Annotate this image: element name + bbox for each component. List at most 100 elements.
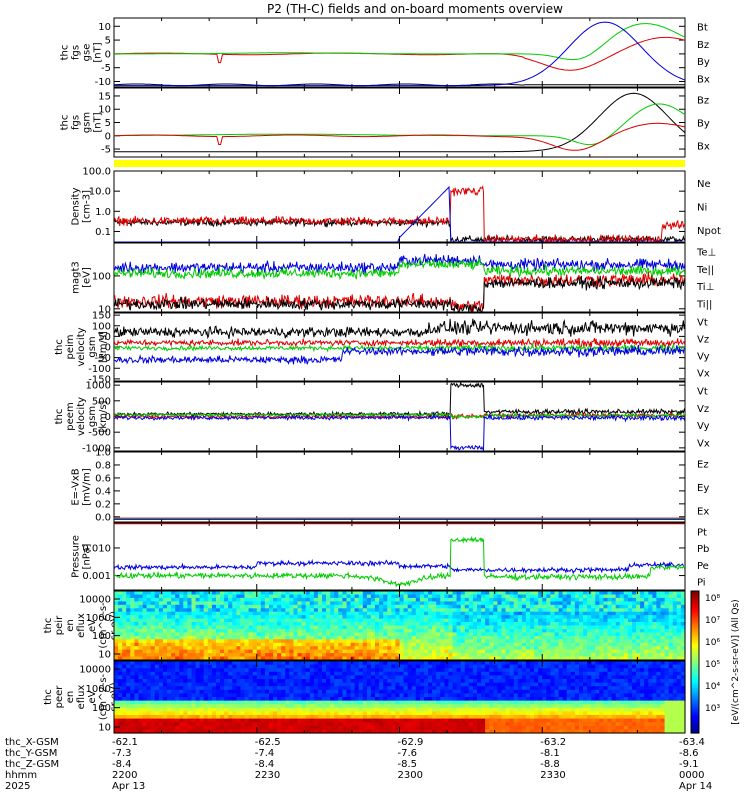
legend-entry: Pi [697,578,706,589]
series-line-black [114,83,685,87]
axis-value: 2330 [540,770,565,781]
ytick-label: -100 [88,364,111,375]
series-line-green [114,411,685,420]
colorbar-tick: 10⁵ [705,660,720,670]
legend-entry: Ey [697,483,709,494]
legend-entry: Ni [697,203,707,214]
ylabel-text: gsm [87,336,98,357]
ylabel-text: thc [54,409,65,425]
ytick-label: 150 [92,311,111,322]
axis-value: -8.5 [398,759,418,770]
ylabel-text: eV [87,619,98,632]
colorbar-tick: 10⁷ [705,616,720,626]
series-line-black [114,92,685,153]
panel-peim_velocity: thc peim velocity gsm [km/s] 150100500-50-100… [54,311,710,386]
status-bar [114,160,685,167]
ytick-label: 0.2 [95,499,111,510]
axis-value: -7.4 [255,748,275,759]
legend-entry: Vt [697,387,708,398]
axis-value: -8.6 [679,748,699,759]
axis-value: -8.4 [255,759,275,770]
series-line-green [114,258,685,281]
legend-entry: Ne [697,179,711,190]
series-line-blue [114,185,685,242]
ylabel-text: peim [65,334,76,359]
ytick-label: 10000 [79,595,111,606]
ylabel-text: [nT] [93,112,104,132]
ytick-label: 500 [92,396,111,407]
axis-value: -62.1 [112,737,138,748]
ytick-label: 100 [92,321,111,332]
axis-value: -62.5 [255,737,281,748]
ylabel-text: thc [43,689,54,705]
series-line-blue [114,558,685,575]
ytick-label: -500 [88,428,111,439]
ytick-label: 0 [105,343,111,354]
axis-value: 2300 [398,770,423,781]
ytick-label: 10000 [79,665,111,676]
series-line-red [114,271,685,312]
axis-row-label: thc_Y-GSM [5,748,57,759]
ytick-label: 0.010 [82,543,111,554]
axis-value: -8.8 [540,759,560,770]
legend-entry: Bz [697,96,709,107]
colorbar-tick: 10⁶ [705,638,720,648]
legend-entry: Bx [697,142,710,153]
ytick-label: 0.8 [95,460,111,471]
ytick-label: 0.1 [95,227,111,238]
axis-row-label: thc_Z-GSM [5,759,59,770]
ylabel-text: peem [65,402,76,430]
axis-value: Apr 13 [112,781,145,792]
axis-value: 2230 [255,770,280,781]
legend-entry: Pe [697,561,709,572]
ylabel-text: [km/s] [98,400,109,432]
ylabel-text: [cm-3] [82,190,93,223]
legend-entry: Bx [697,74,710,85]
legend-entry: Vz [697,335,709,346]
axis-value: -62.9 [398,737,424,748]
ytick-label: 15 [98,91,111,102]
ylabel-text: peir [54,615,65,635]
axis-value: -63.2 [540,737,566,748]
ytick-label: 5 [105,118,111,129]
ytick-label: 0.6 [95,473,111,484]
ylabel-text: magt3 [71,261,82,294]
ylabel-text: eflux [76,613,87,638]
ytick-label: 100 [92,703,111,714]
panel-fgs_gse: thc fgs gse [nT] 10 5 0 -5 -10 Bt Bz By Bx [60,17,710,88]
ylabel-text: gsm [87,406,98,427]
ytick-label: 50 [98,332,111,343]
ytick-label: 0 [105,49,111,60]
legend-entry: Te|| [696,265,714,276]
ylabel-text: (cm^2-s- [98,602,109,649]
colorbar-tick: 10⁸ [705,594,720,604]
legend-entry: By [697,119,710,130]
series-line-green [114,23,685,61]
legend-entry: Vy [697,352,710,363]
ytick-label: 0 [105,412,111,423]
ytick-label: -5 [101,63,111,74]
series-line-blue [114,412,685,451]
legend-entry: Vx [697,369,710,380]
colorbar-tick: 10³ [705,704,720,714]
ylabel-text: fgs [71,45,82,60]
ylabel-text: eflux [76,685,87,710]
legend-entry: By [697,57,710,68]
axis-row-label: thc_X-GSM [5,737,59,748]
legend-entry: Ti⊥ [696,282,714,293]
series-line-red [114,122,685,151]
axis-value: -7.3 [112,748,132,759]
axis-value: -7.6 [398,748,418,759]
ylabel-text: peer [54,685,65,709]
ylabel-text: gse [82,44,93,62]
ylabel-text: eV [87,690,98,703]
panel-fgs_gsm: thc fgs gsm [nT] 15 10 5 0 -5 Bz By Bx [60,87,710,158]
panel-peer_spec: thcpeerenefluxeV(cm^2-s-sr-eV)1000010001… [43,660,686,734]
ylabel-text: velocity [76,397,87,436]
ytick-label: -1000 [82,443,111,454]
axis-value: 2200 [112,770,137,781]
colorbar-tick: 10⁴ [705,682,720,692]
series-line-blue [114,345,685,365]
axis-value: -9.1 [679,759,699,770]
